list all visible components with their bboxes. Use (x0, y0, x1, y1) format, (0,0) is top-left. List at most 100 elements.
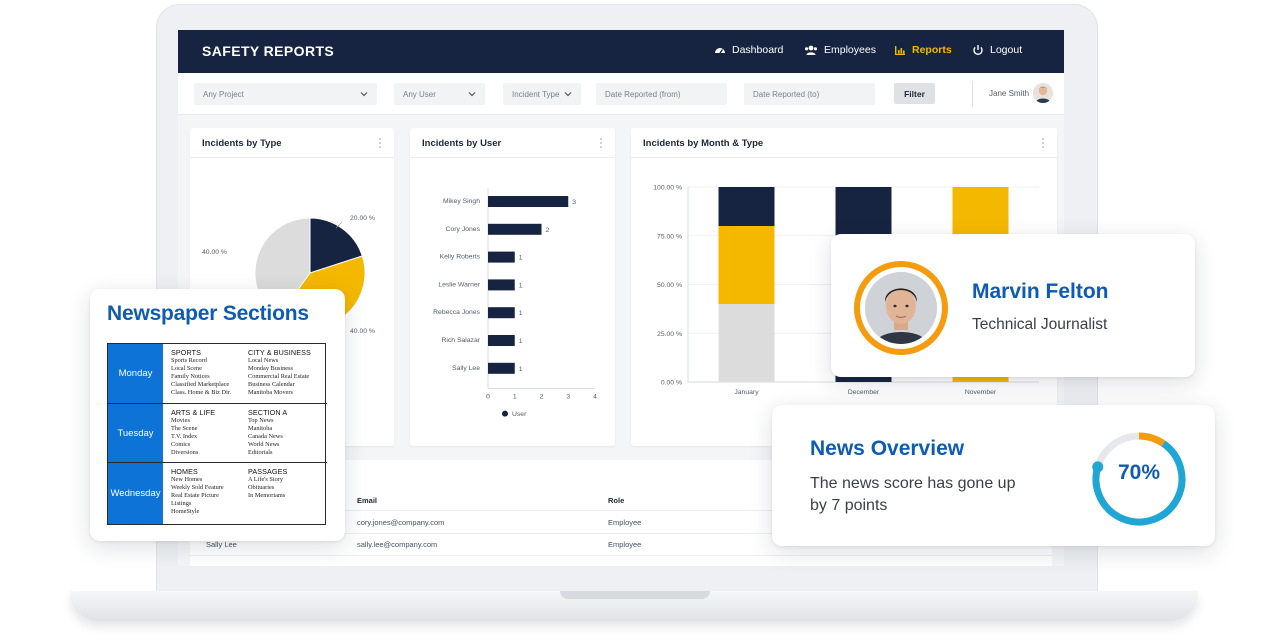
chevron-down-icon (468, 92, 476, 97)
nav-employees[interactable]: Employees (804, 44, 876, 56)
kebab-menu-icon[interactable] (1042, 138, 1045, 148)
pie-slice-label: 40.00 % (202, 249, 227, 256)
newspaper-row: Monday SPORTS Sports Record Local Scene … (108, 344, 327, 403)
section-column: SPORTS Sports Record Local Scene Family … (171, 349, 247, 397)
section-column: HOMES New Homes Weekly Sold Feature Real… (171, 468, 247, 516)
role-column-header[interactable]: Role (608, 496, 625, 505)
x-tick-label: 1 (513, 394, 517, 401)
card-header: Incidents by Month & Type (631, 128, 1057, 158)
nav-reports[interactable]: Reports (894, 44, 952, 56)
category-label: Sally Lee (452, 365, 480, 372)
section-column: CITY & BUSINESS Local News Monday Busine… (248, 349, 324, 397)
gauge-knob (1092, 461, 1104, 473)
pie-slice-label: 20.00 % (350, 215, 375, 222)
date-to-input[interactable]: Date Reported (to) (744, 83, 875, 105)
section-item: Listings (171, 500, 192, 507)
bar (488, 307, 515, 319)
bar (488, 335, 515, 346)
bar-value-label: 1 (519, 366, 523, 373)
category-label: Cory Jones (446, 226, 481, 233)
divider (190, 510, 1052, 511)
table-cell-email: sally.lee@company.com (357, 540, 438, 549)
kebab-menu-icon[interactable] (600, 138, 603, 148)
news-overview-title: News Overview (810, 437, 965, 460)
user-avatar-icon (1035, 86, 1051, 103)
category-label: Rich Salazar (441, 337, 480, 344)
section-item: T.V. Index (171, 433, 198, 440)
section-heading: ARTS & LIFE (171, 408, 216, 417)
x-tick-label: 3 (566, 394, 570, 401)
card-header: Incidents by User (410, 128, 615, 158)
stacked-bar-segment (718, 304, 775, 382)
section-item: Manitoba Movers (248, 389, 293, 396)
section-item: World News (248, 441, 280, 448)
section-item: Family Notices (171, 373, 210, 380)
nav-logout[interactable]: Logout (972, 44, 1022, 56)
section-column: PASSAGES A Life's Story Obituaries In Me… (248, 468, 324, 500)
category-label: Leslie Warner (438, 281, 480, 288)
stacked-bar-segment (718, 226, 775, 304)
bar (488, 251, 515, 263)
section-item: Commercial Real Estate (248, 373, 310, 380)
project-select[interactable]: Any Project (194, 83, 377, 105)
filter-button[interactable]: Filter (894, 83, 935, 104)
day-label: Tuesday (108, 404, 163, 462)
email-column-header[interactable]: Email (357, 496, 378, 505)
section-item: HomeStyle (171, 508, 200, 515)
bar (488, 279, 515, 291)
table-cell-email: cory.jones@company.com (357, 518, 445, 527)
newspaper-row: Tuesday ARTS & LIFE Movies The Scene T.V… (108, 403, 327, 462)
bar-value-label: 1 (519, 310, 523, 317)
section-heading: SPORTS (171, 348, 202, 357)
divider (190, 555, 1052, 556)
section-item: Canada News (248, 433, 283, 440)
section-column: ARTS & LIFE Movies The Scene T.V. Index … (171, 409, 247, 457)
laptop-notch (560, 591, 710, 599)
filter-bar: Any Project Any User Incident Type Date … (178, 73, 1064, 115)
card-title: Incidents by User (422, 138, 502, 149)
section-item: Diversions (171, 449, 199, 456)
section-item: Editorials (248, 449, 273, 456)
table-cell-role: Employee (608, 518, 642, 527)
users-icon (805, 45, 817, 55)
section-item: In Memoriams (248, 492, 286, 499)
x-tick-label: 4 (593, 394, 597, 401)
card-title: Incidents by Month & Type (643, 138, 764, 149)
pie-slice-label: 40.00 % (350, 328, 375, 335)
nav-employees-label: Employees (824, 44, 876, 56)
profile-photo-ring (854, 261, 948, 355)
x-tick-label: 0 (486, 394, 490, 401)
stacked-bar-segment (718, 187, 775, 226)
nav-logout-label: Logout (990, 44, 1023, 56)
section-item: Obituaries (248, 484, 275, 491)
newspaper-grid: Monday SPORTS Sports Record Local Scene … (107, 343, 327, 525)
x-tick-label: November (965, 389, 997, 396)
gauge-progress (1092, 440, 1186, 526)
person-portrait-icon (865, 272, 937, 344)
user-select[interactable]: Any User (394, 83, 485, 105)
section-item: Weekly Sold Feature (171, 484, 224, 491)
avatar[interactable] (1033, 83, 1053, 103)
power-icon (973, 45, 983, 55)
profile-photo (865, 272, 937, 344)
kebab-menu-icon[interactable] (379, 138, 382, 148)
legend-marker (502, 410, 508, 417)
bar (488, 362, 515, 374)
current-user-name[interactable]: Jane Smith (989, 89, 1030, 98)
bar-value-label: 1 (519, 255, 523, 262)
user-select-value: Any User (403, 89, 436, 99)
card-title: Incidents by Type (202, 138, 282, 149)
newspaper-row: Wednesday HOMES New Homes Weekly Sold Fe… (108, 462, 327, 524)
incident-type-select[interactable]: Incident Type (503, 83, 581, 105)
section-item: Top News (248, 417, 274, 424)
bar-value-label: 2 (546, 227, 550, 234)
nav-dashboard[interactable]: Dashboard (714, 44, 783, 56)
day-label: Monday (108, 344, 163, 403)
app-brand[interactable]: SAFETY REPORTS (202, 43, 335, 59)
section-item: A Life's Story (248, 476, 284, 483)
newspaper-sections-card: Newspaper Sections Monday SPORTS Sports … (90, 289, 345, 541)
bar (488, 223, 542, 235)
profile-role: Technical Journalist (972, 316, 1108, 333)
incidents-by-user-card: Incidents by User Mikey Singh 3 Cory Jones… (410, 128, 615, 446)
date-from-input[interactable]: Date Reported (from) (596, 83, 727, 105)
